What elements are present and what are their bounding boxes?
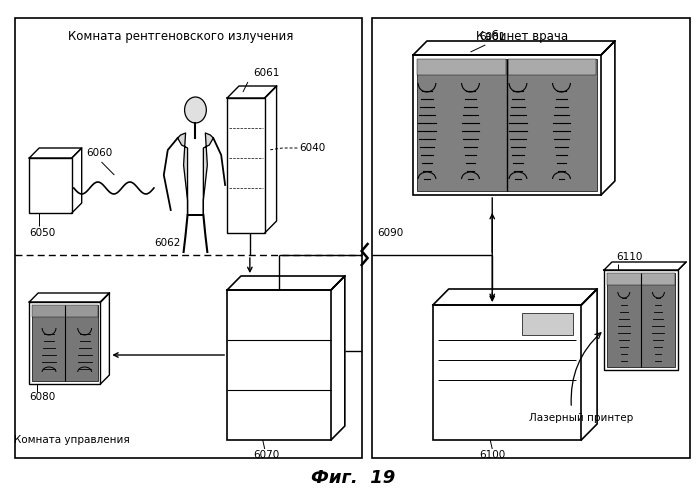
Bar: [227, 98, 265, 233]
Bar: [29, 302, 101, 384]
Bar: [371, 18, 690, 458]
Text: 6040: 6040: [299, 143, 325, 153]
Text: 6110: 6110: [616, 252, 642, 262]
Text: 6060: 6060: [87, 148, 113, 158]
Bar: [29, 158, 72, 213]
Bar: [417, 59, 597, 191]
Text: Комната рентгеновского излучения: Комната рентгеновского излучения: [68, 30, 293, 43]
Polygon shape: [178, 133, 214, 215]
Text: 6100: 6100: [479, 450, 505, 460]
Text: 6050: 6050: [29, 228, 56, 238]
Bar: [32, 305, 98, 317]
Bar: [417, 59, 506, 75]
Text: Фиг.  19: Фиг. 19: [311, 469, 395, 487]
Bar: [433, 305, 581, 440]
Bar: [32, 305, 98, 381]
Text: Кабинет врача: Кабинет врача: [476, 30, 568, 43]
Text: 6080: 6080: [29, 392, 56, 402]
Bar: [508, 59, 596, 75]
Bar: [607, 273, 675, 367]
Bar: [227, 290, 331, 440]
Text: 6081: 6081: [479, 32, 505, 42]
Bar: [15, 18, 362, 458]
Text: 6090: 6090: [378, 228, 403, 238]
Bar: [522, 313, 573, 335]
Text: 6070: 6070: [253, 450, 280, 460]
Text: Комната управления: Комната управления: [14, 435, 130, 445]
Text: 6061: 6061: [253, 68, 279, 78]
Text: Лазерный принтер: Лазерный принтер: [529, 413, 633, 423]
Bar: [607, 273, 675, 285]
Ellipse shape: [184, 97, 207, 123]
Bar: [604, 270, 678, 370]
Bar: [413, 55, 601, 195]
Text: 6062: 6062: [154, 238, 180, 248]
